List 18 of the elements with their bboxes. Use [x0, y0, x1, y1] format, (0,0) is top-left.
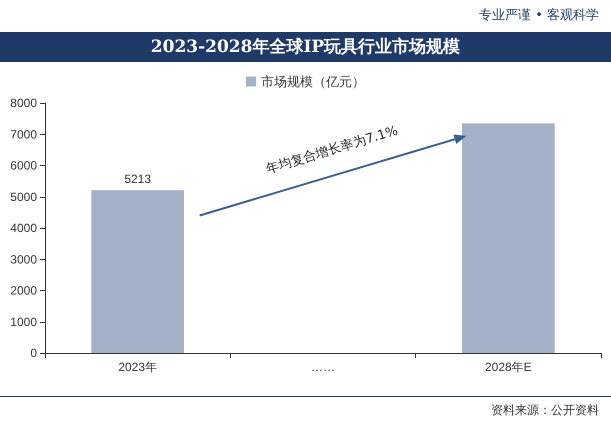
y-tick-label: 4000	[10, 221, 38, 235]
data-label: 5213	[124, 172, 152, 186]
y-tick-label: 6000	[10, 158, 38, 172]
legend-label: 市场规模（亿元）	[261, 74, 365, 89]
text: 专业严谨 • 客观科学	[479, 7, 599, 24]
x-tick-label: ……	[311, 360, 335, 374]
annotation: 年均复合增长率为7.1%	[264, 122, 400, 178]
y-tick-label: 3000	[10, 252, 38, 266]
x-tick-label: 2028年E	[484, 360, 532, 374]
y-tick-label: 8000	[10, 96, 38, 110]
y-tick-label: 1000	[10, 314, 38, 329]
y-tick-label: 2000	[10, 284, 38, 298]
y-tick-label: 7000	[10, 127, 38, 142]
x-tick-label: 2023年	[118, 360, 158, 374]
y-tick-label: 0	[30, 346, 38, 360]
text: 资料来源：公开资料	[491, 402, 599, 419]
y-tick-label: 5000	[10, 190, 38, 204]
chart-title: 2023-2028年全球IP玩具行业市场规模	[0, 32, 611, 62]
